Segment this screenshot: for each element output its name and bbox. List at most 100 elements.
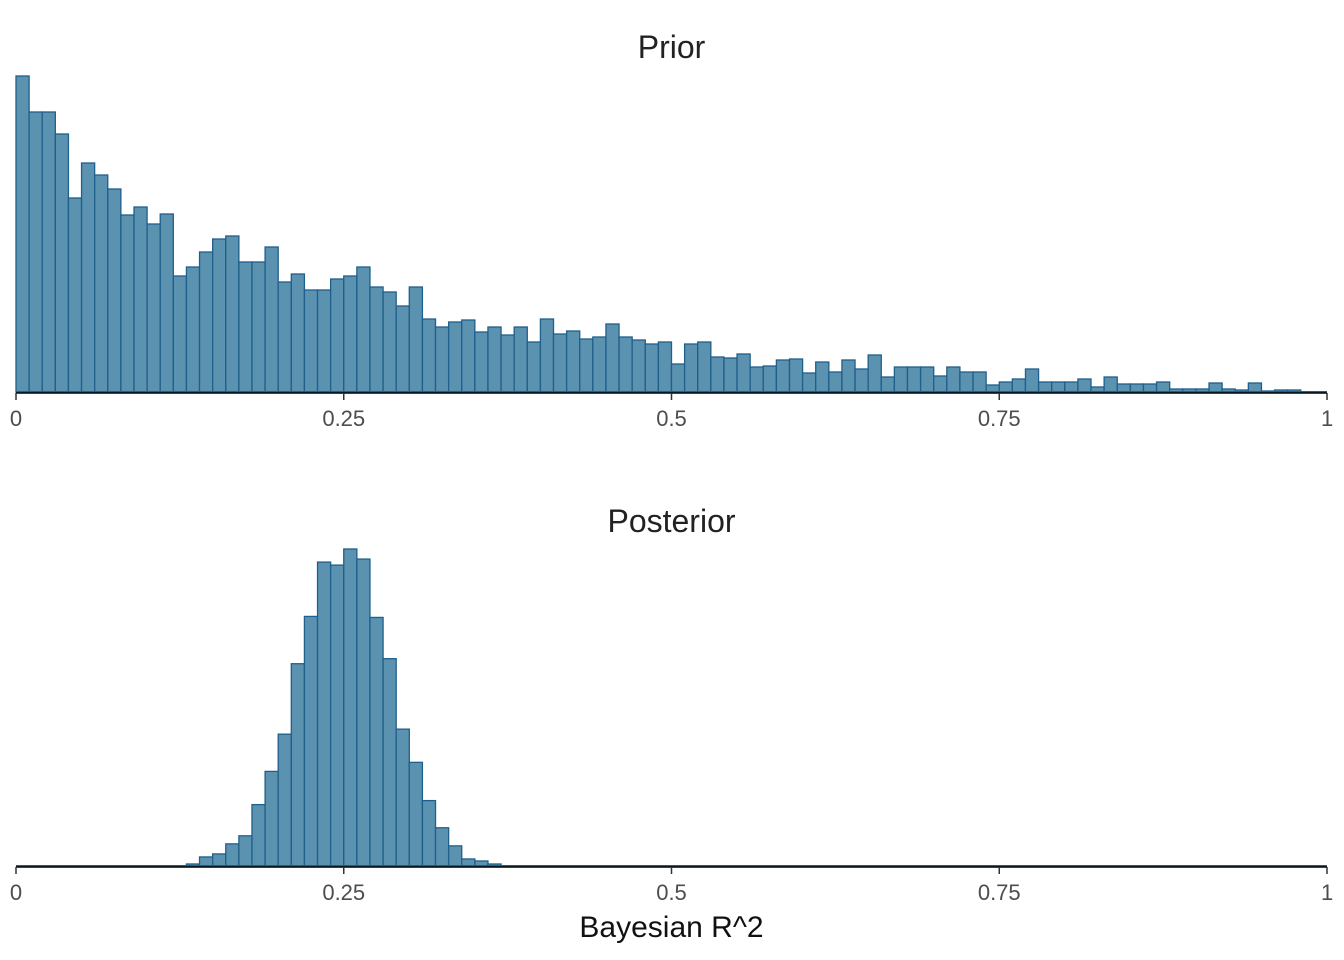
prior-bar — [1247, 382, 1263, 393]
prior-bar — [211, 238, 227, 393]
prior-bar — [933, 375, 948, 393]
prior-bar — [657, 341, 673, 393]
prior-bar — [198, 251, 214, 393]
prior-bar — [474, 331, 489, 393]
prior-bar — [539, 318, 555, 393]
prior-bar — [579, 338, 594, 393]
prior-bar — [815, 361, 830, 393]
posterior-bar — [238, 835, 253, 867]
prior-bar — [1037, 381, 1053, 393]
posterior-bar — [461, 858, 476, 867]
prior-bar — [290, 273, 306, 393]
posterior-bar — [198, 856, 214, 867]
posterior-bar — [251, 803, 266, 867]
prior-bar — [67, 197, 83, 393]
prior-bar — [1142, 383, 1158, 393]
prior-bar — [1129, 383, 1145, 393]
prior-bar — [421, 318, 437, 393]
prior-bar — [959, 371, 974, 393]
posterior-bar — [343, 548, 358, 867]
prior-bar — [447, 321, 463, 393]
posterior-x-tick-label: 0.75 — [978, 880, 1021, 905]
prior-bar — [749, 366, 764, 393]
prior-bar — [1011, 378, 1027, 393]
prior-bar — [1064, 381, 1079, 393]
prior-bar — [644, 343, 660, 393]
prior-bar — [854, 368, 869, 393]
prior-x-tick-label: 0 — [10, 406, 22, 431]
prior-bar — [225, 235, 240, 393]
prior-x-tick-label: 0.25 — [322, 406, 365, 431]
prior-x-tick-label: 1 — [1321, 406, 1333, 431]
prior-bar — [565, 330, 581, 393]
prior-bar — [120, 214, 135, 393]
posterior-bar — [316, 561, 332, 867]
prior-bar — [526, 341, 542, 393]
prior-bar — [1208, 382, 1223, 393]
prior-bar — [146, 223, 161, 393]
prior-bar — [107, 188, 122, 393]
prior-bar — [893, 366, 909, 393]
prior-bar — [1103, 376, 1118, 393]
prior-bar — [697, 341, 712, 393]
prior-bars — [15, 75, 1302, 393]
prior-bar — [238, 261, 253, 393]
prior-bar — [972, 371, 987, 393]
prior-bar — [1024, 368, 1040, 393]
prior-bar — [605, 323, 620, 393]
posterior-bar — [290, 663, 306, 867]
prior-bar — [618, 336, 633, 393]
posterior-x-tick-label: 1 — [1321, 880, 1333, 905]
prior-bar — [461, 319, 476, 393]
prior-bar — [80, 162, 96, 393]
posterior-bar — [303, 615, 319, 867]
prior-bar — [159, 213, 174, 393]
prior-bar — [264, 246, 279, 393]
prior-bar — [670, 363, 686, 393]
posterior-title: Posterior — [607, 503, 735, 539]
prior-bar — [303, 289, 319, 393]
prior-bar — [998, 381, 1014, 393]
posterior-bar — [434, 827, 450, 867]
prior-bar — [369, 286, 384, 393]
prior-bar — [356, 266, 371, 393]
prior-bar — [316, 289, 332, 393]
posterior-bar — [264, 770, 279, 867]
prior-bar — [434, 326, 450, 393]
posterior-bar — [211, 853, 227, 867]
prior-bar — [382, 291, 397, 393]
prior-bar — [94, 174, 109, 393]
posterior-bar — [421, 799, 437, 867]
prior-bar — [801, 372, 817, 393]
posterior-bar — [447, 845, 463, 867]
prior-bar — [710, 356, 725, 393]
prior-bar — [395, 305, 410, 393]
prior-bar — [946, 366, 961, 393]
prior-bar — [408, 286, 424, 393]
prior-bar — [41, 111, 56, 393]
prior-title: Prior — [638, 29, 706, 65]
posterior-bar — [329, 564, 345, 867]
posterior-bar — [395, 728, 410, 867]
prior-bar — [985, 384, 1000, 393]
prior-bar — [1155, 381, 1171, 393]
prior-bar — [54, 133, 70, 393]
posterior-bar — [225, 843, 240, 867]
prior-bar — [133, 206, 148, 393]
prior-bar — [762, 365, 778, 393]
posterior-bar — [356, 558, 371, 867]
prior-bar — [683, 343, 699, 393]
posterior-x-tick-label: 0 — [10, 880, 22, 905]
prior-bar — [880, 376, 896, 393]
prior-bar — [867, 354, 882, 393]
posterior-bar — [277, 733, 292, 867]
prior-bar — [172, 275, 188, 393]
prior-bar — [841, 359, 856, 393]
prior-bar — [15, 75, 30, 393]
posterior-bar — [408, 761, 424, 867]
prior-x-tick-label: 0.75 — [978, 406, 1021, 431]
prior-bar — [723, 357, 738, 393]
prior-bar — [552, 333, 568, 393]
prior-bar — [1116, 383, 1131, 393]
